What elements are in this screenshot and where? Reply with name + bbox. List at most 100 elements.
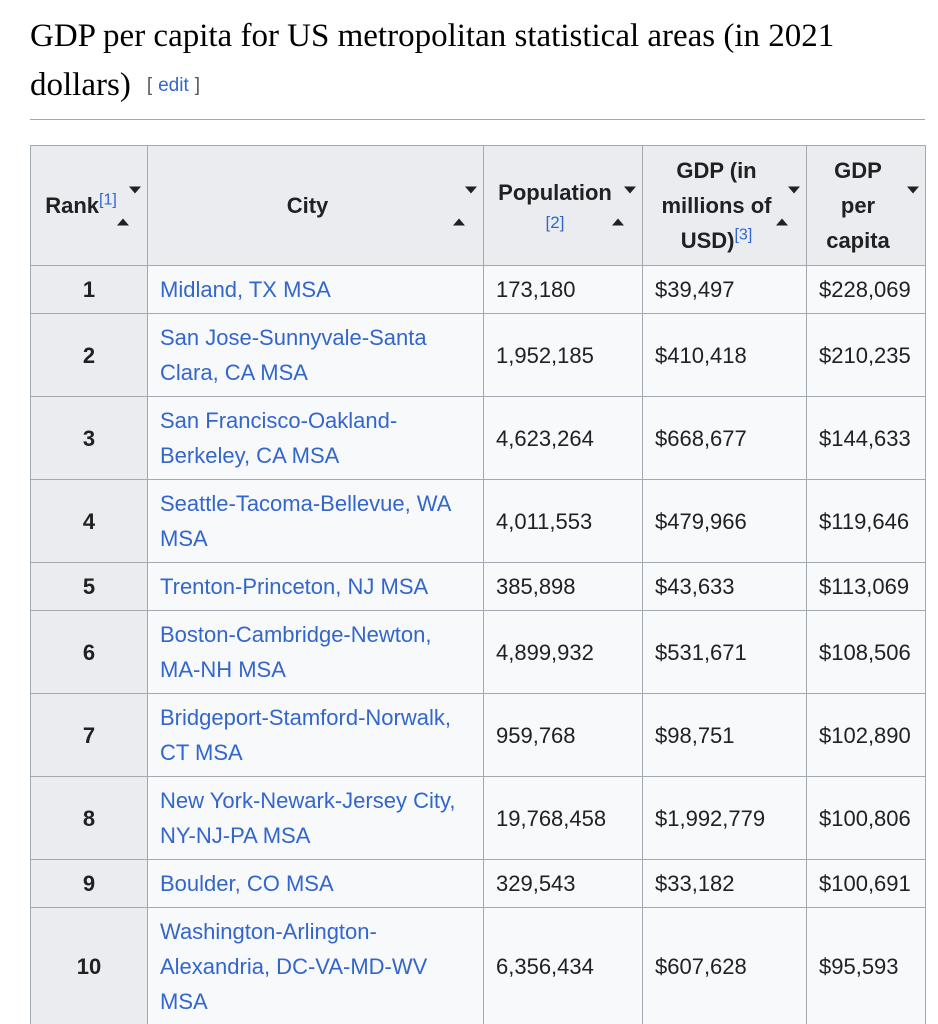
column-header-gdp[interactable]: GDP (in millions of USD)[3] — [642, 145, 807, 266]
table-row: 5 Trenton-Princeton, NJ MSA 385,898 $43,633… — [30, 562, 926, 611]
column-header-population-label: Population — [498, 180, 612, 205]
column-header-rank-label: Rank — [45, 193, 99, 218]
table-header-row: Rank[1] City Population [2] GDP (in mill… — [30, 145, 926, 266]
reference-2: [2] — [494, 210, 616, 236]
population-cell: 329,543 — [483, 859, 643, 908]
population-cell: 385,898 — [483, 562, 643, 611]
city-cell: Boston-Cambridge-Newton, MA-NH MSA — [147, 610, 484, 694]
reference-1: [1] — [99, 192, 117, 209]
sort-icon-city — [453, 186, 477, 225]
edit-section: [edit] — [147, 75, 200, 96]
sort-icon-population — [612, 186, 636, 225]
sort-icon-gdp-per-capita-descending — [907, 186, 919, 223]
rank-cell: 5 — [30, 562, 148, 611]
gdp-cell: $607,628 — [642, 907, 807, 1024]
city-cell: Washington-Arlington-Alexandria, DC-VA-M… — [147, 907, 484, 1024]
city-cell: Bridgeport-Stamford-Norwalk, CT MSA — [147, 693, 484, 777]
sort-icon-gdp — [776, 186, 800, 225]
gdp-per-capita-cell: $228,069 — [806, 265, 926, 314]
table-row: 2 San Jose-Sunnyvale-Santa Clara, CA MSA 1… — [30, 313, 926, 397]
gdp-per-capita-cell: $210,235 — [806, 313, 926, 397]
rank-cell: 4 — [30, 479, 148, 563]
table-row: 8 New York-Newark-Jersey City, NY-NJ-PA M… — [30, 776, 926, 860]
gdp-cell: $39,497 — [642, 265, 807, 314]
table-row: 3 San Francisco-Oakland-Berkeley, CA MSA 4… — [30, 396, 926, 480]
rank-cell: 10 — [30, 907, 148, 1024]
rank-cell: 2 — [30, 313, 148, 397]
city-link[interactable]: Bridgeport-Stamford-Norwalk, CT MSA — [160, 705, 451, 765]
gdp-cell: $668,677 — [642, 396, 807, 480]
table-row: 1 Midland, TX MSA 173,180 $39,497 $228,069 — [30, 265, 926, 314]
column-header-gdp-per-capita-label: GDP per capita — [826, 158, 890, 253]
gdp-per-capita-cell: $102,890 — [806, 693, 926, 777]
city-link[interactable]: San Francisco-Oakland-Berkeley, CA MSA — [160, 408, 398, 468]
city-link[interactable]: San Jose-Sunnyvale-Santa Clara, CA MSA — [160, 325, 427, 385]
gdp-per-capita-cell: $119,646 — [806, 479, 926, 563]
rank-cell: 7 — [30, 693, 148, 777]
edit-bracket-open: [ — [146, 75, 153, 96]
rank-cell: 8 — [30, 776, 148, 860]
rank-cell: 1 — [30, 265, 148, 314]
city-link[interactable]: Washington-Arlington-Alexandria, DC-VA-M… — [160, 919, 428, 1014]
column-header-city-label: City — [286, 193, 329, 218]
section-heading-text: GDP per capita for US metropolitan stati… — [30, 18, 835, 103]
gdp-per-capita-cell: $100,691 — [806, 859, 926, 908]
gdp-cell: $98,751 — [642, 693, 807, 777]
table-row: 9 Boulder, CO MSA 329,543 $33,182 $100,691 — [30, 859, 926, 908]
gdp-per-capita-table: Rank[1] City Population [2] GDP (in mill… — [30, 145, 926, 1024]
population-cell: 19,768,458 — [483, 776, 643, 860]
city-link[interactable]: Boston-Cambridge-Newton, MA-NH MSA — [160, 622, 432, 682]
rank-cell: 6 — [30, 610, 148, 694]
table-body: 1 Midland, TX MSA 173,180 $39,497 $228,069 2 S… — [30, 265, 926, 1024]
population-cell: 6,356,434 — [483, 907, 643, 1024]
column-header-gdp-per-capita[interactable]: GDP per capita — [806, 145, 926, 266]
gdp-per-capita-cell: $95,593 — [806, 907, 926, 1024]
city-cell: New York-Newark-Jersey City, NY-NJ-PA MS… — [147, 776, 484, 860]
rank-cell: 3 — [30, 396, 148, 480]
column-header-city[interactable]: City — [147, 145, 484, 266]
section-heading: GDP per capita for US metropolitan stati… — [30, 0, 925, 120]
rank-cell: 9 — [30, 859, 148, 908]
gdp-cell: $531,671 — [642, 610, 807, 694]
gdp-cell: $33,182 — [642, 859, 807, 908]
reference-3: [3] — [734, 227, 752, 244]
column-header-population[interactable]: Population [2] — [483, 145, 643, 266]
population-cell: 1,952,185 — [483, 313, 643, 397]
city-link[interactable]: Seattle-Tacoma-Bellevue, WA MSA — [160, 491, 451, 551]
population-cell: 4,011,553 — [483, 479, 643, 563]
gdp-per-capita-cell: $108,506 — [806, 610, 926, 694]
population-cell: 4,623,264 — [483, 396, 643, 480]
reference-1-link[interactable]: [1] — [99, 191, 117, 209]
gdp-cell: $1,992,779 — [642, 776, 807, 860]
gdp-per-capita-cell: $100,806 — [806, 776, 926, 860]
gdp-per-capita-cell: $113,069 — [806, 562, 926, 611]
city-link[interactable]: Trenton-Princeton, NJ MSA — [160, 574, 429, 599]
table-row: 7 Bridgeport-Stamford-Norwalk, CT MSA 959,… — [30, 693, 926, 777]
city-cell: Seattle-Tacoma-Bellevue, WA MSA — [147, 479, 484, 563]
gdp-cell: $410,418 — [642, 313, 807, 397]
gdp-cell: $43,633 — [642, 562, 807, 611]
city-cell: Trenton-Princeton, NJ MSA — [147, 562, 484, 611]
edit-link[interactable]: edit — [158, 75, 189, 96]
city-cell: San Francisco-Oakland-Berkeley, CA MSA — [147, 396, 484, 480]
column-header-rank[interactable]: Rank[1] — [30, 145, 148, 266]
city-cell: San Jose-Sunnyvale-Santa Clara, CA MSA — [147, 313, 484, 397]
city-link[interactable]: Midland, TX MSA — [160, 277, 331, 302]
population-cell: 959,768 — [483, 693, 643, 777]
gdp-per-capita-cell: $144,633 — [806, 396, 926, 480]
city-link[interactable]: Boulder, CO MSA — [160, 871, 334, 896]
sort-icon-rank — [117, 186, 141, 225]
reference-3-link[interactable]: [3] — [734, 226, 753, 244]
city-link[interactable]: New York-Newark-Jersey City, NY-NJ-PA MS… — [160, 788, 456, 848]
edit-bracket-close: ] — [194, 75, 201, 96]
population-cell: 173,180 — [483, 265, 643, 314]
table-row: 4 Seattle-Tacoma-Bellevue, WA MSA 4,011,55… — [30, 479, 926, 563]
column-header-gdp-label: GDP (in millions of USD) — [661, 158, 772, 253]
population-cell: 4,899,932 — [483, 610, 643, 694]
city-cell: Boulder, CO MSA — [147, 859, 484, 908]
reference-2-link[interactable]: [2] — [545, 213, 565, 232]
city-cell: Midland, TX MSA — [147, 265, 484, 314]
table-row: 6 Boston-Cambridge-Newton, MA-NH MSA 4,899… — [30, 610, 926, 694]
gdp-cell: $479,966 — [642, 479, 807, 563]
